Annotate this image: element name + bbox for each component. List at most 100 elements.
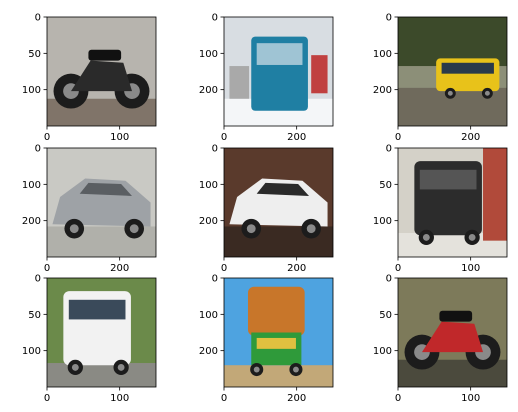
- y-tick-label: 200: [199, 216, 218, 227]
- y-tick-label: 0: [386, 144, 392, 155]
- x-tick-label: 0: [395, 263, 401, 274]
- photo-motorcycle: [47, 17, 156, 126]
- truck-grille: [256, 337, 296, 349]
- bike-frame: [421, 321, 484, 353]
- y-tick-label: 100: [199, 180, 218, 191]
- y-tick-label: 200: [373, 85, 392, 96]
- subplot-4: 0 200 0 100 200: [22, 144, 157, 274]
- x-tick-label: 0: [221, 393, 227, 404]
- car-window: [256, 182, 310, 196]
- axes-frame: [46, 16, 157, 127]
- y-tick-label: 100: [22, 180, 41, 191]
- car-wheel-right-hub: [129, 224, 139, 234]
- subplot-2: 0 200 0 100 200: [199, 13, 334, 143]
- y-tick-label: 100: [199, 310, 218, 321]
- photo-truck-decorated: [224, 278, 333, 387]
- x-tick-label: 200: [287, 132, 306, 143]
- y-tick-label: 50: [379, 180, 392, 191]
- subplot-8: 0 200 0 100 200: [199, 274, 334, 404]
- x-tick-label: 0: [221, 263, 227, 274]
- y-tick-label: 100: [373, 49, 392, 60]
- y-tick-label: 50: [379, 310, 392, 321]
- car-wheel-right-hub: [306, 224, 316, 234]
- subplot-7: 0 100 0 50 100: [22, 274, 157, 404]
- axes-frame: [397, 147, 508, 258]
- x-tick-label: 0: [395, 132, 401, 143]
- x-tick-label: 0: [44, 393, 50, 404]
- photo-bus-yellow: [398, 17, 507, 126]
- bike-seat: [88, 49, 122, 61]
- bus-window: [441, 62, 494, 74]
- x-tick-label: 0: [44, 132, 50, 143]
- subplot-5: 0 200 0 100 200: [199, 144, 334, 274]
- photo-van-black: [398, 148, 507, 257]
- ground: [47, 363, 156, 387]
- photo-car-silver: [47, 148, 156, 257]
- axes-frame: [223, 147, 334, 258]
- car-wheel-left-hub: [246, 224, 256, 234]
- subplot-1: 0 100 0 50 100: [22, 13, 157, 143]
- photo-van-white: [47, 278, 156, 387]
- y-tick-label: 100: [373, 216, 392, 227]
- van-wheel-right-hub: [468, 233, 476, 241]
- y-tick-label: 0: [212, 274, 218, 285]
- x-tick-label: 100: [461, 263, 480, 274]
- van-wheel-right-hub: [117, 363, 125, 371]
- subplot-6: 0 100 0 50 100: [373, 144, 508, 274]
- x-tick-label: 0: [44, 263, 50, 274]
- x-tick-label: 100: [461, 393, 480, 404]
- van-wheel-left-hub: [71, 363, 79, 371]
- truck-wheel-right-hub: [292, 366, 299, 373]
- y-tick-label: 0: [35, 144, 41, 155]
- x-tick-label: 0: [221, 132, 227, 143]
- axes-frame: [397, 16, 508, 127]
- photo-motorcycle-red: [398, 278, 507, 387]
- x-tick-label: 200: [110, 263, 129, 274]
- bus-wheel-rear-hub: [484, 90, 490, 96]
- x-tick-label: 0: [395, 393, 401, 404]
- van-wheel-left-hub: [422, 233, 430, 241]
- x-tick-label: 200: [287, 263, 306, 274]
- y-tick-label: 50: [28, 49, 41, 60]
- axes-frame: [223, 16, 334, 127]
- truck-left: [229, 66, 250, 99]
- subplot-3: 0 200 0 100 200: [373, 13, 508, 143]
- photo-bus-rear: [224, 17, 333, 126]
- y-tick-label: 100: [199, 49, 218, 60]
- y-tick-label: 100: [373, 346, 392, 357]
- y-tick-label: 100: [22, 85, 41, 96]
- y-tick-label: 0: [212, 13, 218, 24]
- bus-wheel-front-hub: [447, 90, 453, 96]
- car-wheel-left-hub: [69, 224, 79, 234]
- car-window: [79, 182, 133, 196]
- x-tick-label: 100: [110, 393, 129, 404]
- y-tick-label: 0: [386, 13, 392, 24]
- truck-cargo: [247, 286, 305, 336]
- van-window: [68, 299, 126, 320]
- x-tick-label: 100: [110, 132, 129, 143]
- y-tick-label: 200: [199, 346, 218, 357]
- subplot-9: 0 100 0 50 100: [373, 274, 508, 404]
- ground: [224, 365, 333, 387]
- y-tick-label: 100: [22, 346, 41, 357]
- bike-seat: [439, 310, 473, 322]
- axes-frame: [397, 277, 508, 388]
- bike-frame: [70, 60, 133, 92]
- x-tick-label: 200: [461, 132, 480, 143]
- van-window: [419, 169, 477, 190]
- y-tick-label: 0: [212, 144, 218, 155]
- y-tick-label: 0: [386, 274, 392, 285]
- y-tick-label: 0: [35, 13, 41, 24]
- axes-frame: [223, 277, 334, 388]
- trees: [398, 17, 507, 67]
- truck-wheel-left-hub: [253, 366, 260, 373]
- y-tick-label: 200: [199, 85, 218, 96]
- x-tick-label: 200: [287, 393, 306, 404]
- y-tick-label: 200: [22, 216, 41, 227]
- container-wall: [483, 148, 507, 241]
- axes-frame: [46, 277, 157, 388]
- axes-frame: [46, 147, 157, 258]
- y-tick-label: 50: [28, 310, 41, 321]
- bus-window: [256, 43, 303, 65]
